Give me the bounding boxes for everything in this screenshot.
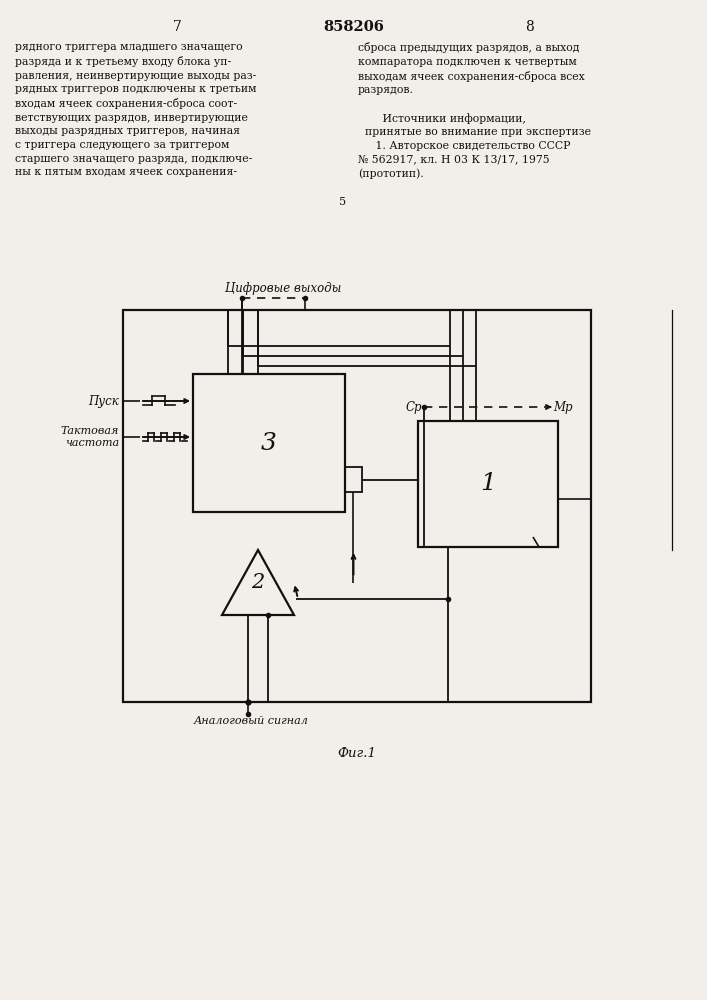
Text: 7: 7 bbox=[173, 20, 182, 34]
Text: 8: 8 bbox=[525, 20, 534, 34]
Bar bbox=[123, 310, 591, 702]
Text: 1: 1 bbox=[480, 473, 496, 495]
Text: Мр: Мр bbox=[553, 400, 573, 414]
Text: 858206: 858206 bbox=[324, 20, 385, 34]
Text: Пуск: Пуск bbox=[88, 394, 119, 408]
Text: Ср: Ср bbox=[406, 400, 423, 414]
Text: сброса предыдущих разрядов, а выход
компаратора подключен к четвертым
выходам яч: сброса предыдущих разрядов, а выход комп… bbox=[358, 42, 591, 179]
Bar bbox=[345, 467, 362, 492]
Text: 5: 5 bbox=[339, 197, 346, 207]
Bar bbox=[418, 421, 558, 547]
Text: Цифровые выходы: Цифровые выходы bbox=[225, 282, 341, 295]
Text: рядного триггера младшего значащего
разряда и к третьему входу блока уп-
равлени: рядного триггера младшего значащего разр… bbox=[15, 42, 257, 177]
Bar bbox=[193, 374, 345, 512]
Text: Фиг.1: Фиг.1 bbox=[337, 747, 376, 760]
Text: Тактовая
частота: Тактовая частота bbox=[61, 426, 119, 448]
Text: 2: 2 bbox=[252, 573, 264, 592]
Text: Аналоговый сигнал: Аналоговый сигнал bbox=[194, 716, 308, 726]
Text: 3: 3 bbox=[261, 432, 277, 454]
